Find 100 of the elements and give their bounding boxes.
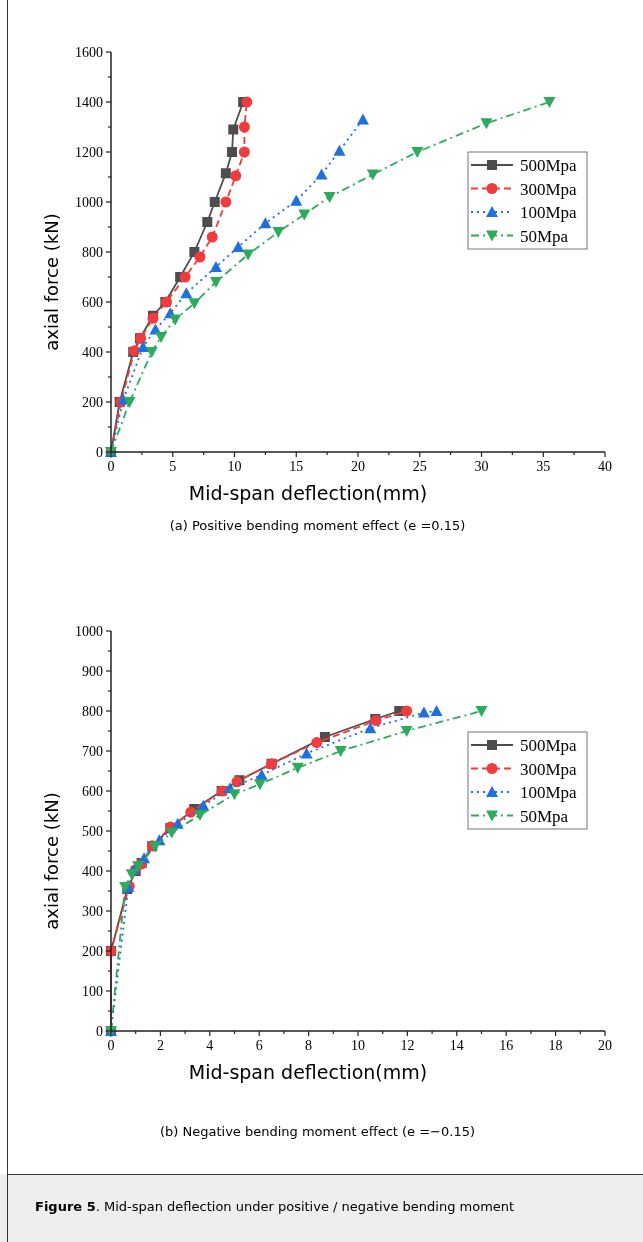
point [165, 827, 178, 839]
point [169, 314, 182, 326]
x-tick-label: 2 [156, 1038, 164, 1053]
y-tick-label: 0 [96, 1024, 103, 1039]
point [123, 397, 136, 408]
y-tick-label: 1200 [75, 145, 103, 160]
point [253, 779, 266, 791]
y-tick-label: 1600 [75, 45, 103, 60]
caption: Figure 5. Mid-span deflection under positive / negative bending moment [35, 1199, 515, 1214]
point [179, 271, 191, 283]
x-tick-label: 15 [289, 459, 304, 474]
x-tick-label: 12 [400, 1038, 415, 1053]
x-tick-label: 5 [169, 459, 177, 474]
y-tick-label: 1400 [75, 95, 103, 110]
point [323, 192, 336, 203]
x-tick-label: 14 [449, 1038, 464, 1053]
point [364, 722, 377, 734]
point [411, 147, 424, 158]
point [480, 118, 493, 130]
x-tick-label: 20 [598, 1038, 612, 1053]
x-tick-label: 18 [548, 1038, 563, 1053]
x-axis-title: Mid-span deflection(mm) [188, 482, 428, 504]
legend-label: 100Mpa [520, 203, 578, 222]
legend-label: 500Mpa [520, 736, 578, 755]
y-tick-label: 600 [82, 295, 103, 310]
x-tick-label: 0 [107, 459, 115, 474]
legend-label: 300Mpa [520, 179, 578, 199]
point [209, 261, 222, 272]
y-tick-label: 800 [82, 704, 103, 719]
point [401, 705, 413, 717]
point [202, 217, 213, 227]
legend-label: 500Mpa [520, 156, 578, 175]
y-tick-label: 300 [82, 904, 103, 919]
y-tick-label: 100 [82, 984, 103, 999]
y-tick-label: 400 [82, 864, 103, 879]
x-tick-label: 16 [499, 1038, 514, 1053]
y-axis-title: axial force (kN) [41, 792, 62, 930]
point [543, 97, 556, 108]
point [227, 147, 238, 157]
y-tick-label: 500 [82, 824, 103, 839]
y-tick-label: 1000 [75, 195, 103, 210]
point [417, 706, 430, 718]
x-tick-label: 20 [351, 459, 365, 474]
y-tick-label: 600 [82, 784, 103, 799]
legend-label: 300Mpa [520, 759, 578, 779]
y-tick-label: 700 [82, 744, 103, 759]
y-tick-label: 400 [82, 345, 103, 360]
point [475, 706, 488, 717]
point [300, 747, 313, 759]
x-tick-label: 40 [598, 459, 612, 474]
point [400, 726, 413, 737]
point [291, 762, 304, 774]
x-tick-label: 4 [206, 1038, 214, 1053]
x-tick-label: 35 [536, 459, 551, 474]
point [209, 197, 220, 207]
point [238, 121, 250, 133]
point [220, 168, 231, 179]
legend-label: 50Mpa [520, 226, 569, 246]
x-tick-label: 0 [107, 1038, 115, 1053]
point [206, 231, 218, 243]
legend-label: 100Mpa [520, 783, 578, 802]
point [298, 209, 311, 221]
point [145, 347, 158, 358]
x-tick-label: 10 [351, 1038, 365, 1053]
point [242, 249, 255, 261]
point [230, 170, 242, 182]
text: (b) Negative bending moment effect (e =−0.15) [159, 1124, 476, 1139]
point [220, 196, 232, 208]
point [228, 124, 239, 135]
point [311, 737, 323, 749]
y-tick-label: 1000 [75, 624, 103, 639]
point [193, 810, 206, 821]
y-tick-label: 200 [82, 395, 103, 410]
point [125, 869, 138, 881]
y-tick-label: 900 [82, 664, 103, 679]
x-axis-title: Mid-span deflection(mm) [188, 1061, 428, 1083]
x-tick-label: 8 [305, 1038, 313, 1053]
point [238, 146, 250, 158]
point [272, 227, 285, 238]
y-axis-title: axial force (kN) [41, 213, 62, 351]
point [315, 168, 328, 180]
point [180, 287, 193, 299]
point [334, 746, 347, 757]
point [241, 96, 253, 108]
point [137, 341, 150, 352]
point [155, 332, 168, 343]
point [228, 789, 241, 801]
y-tick-label: 800 [82, 245, 103, 260]
point [356, 113, 369, 125]
text: (a) Positive bending moment effect (e =0.15) [169, 518, 466, 533]
point [188, 298, 201, 310]
point [366, 169, 379, 181]
point [209, 277, 222, 288]
x-tick-label: 6 [255, 1038, 263, 1053]
point [333, 144, 346, 156]
point [430, 705, 443, 716]
point [259, 217, 272, 229]
point [232, 241, 245, 252]
x-tick-label: 30 [474, 459, 489, 474]
x-tick-label: 10 [227, 459, 242, 474]
